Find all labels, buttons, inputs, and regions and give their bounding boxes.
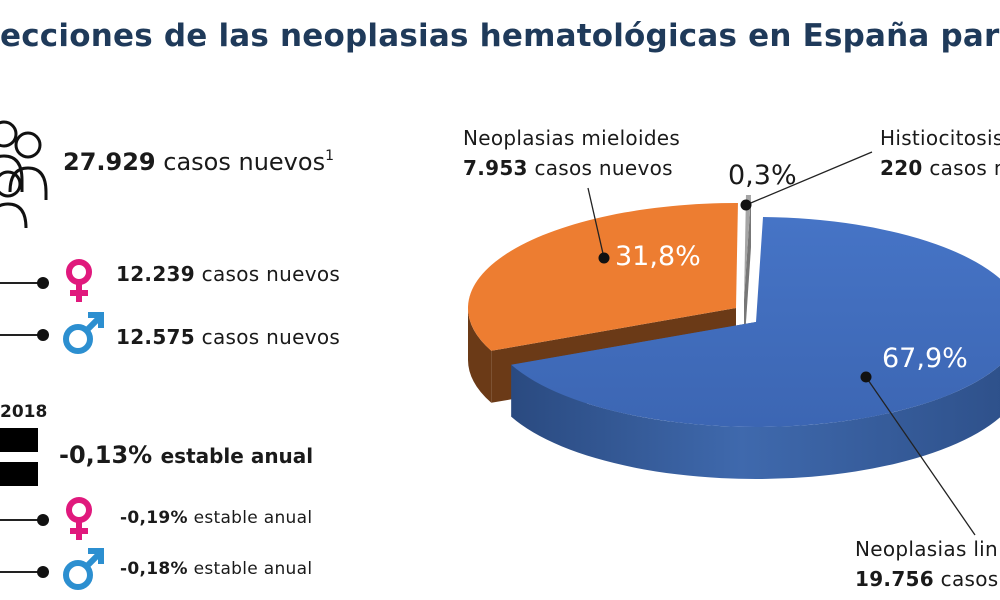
branch-dot-male-trend	[37, 566, 49, 578]
total-footnote: 1	[325, 148, 334, 164]
male-trend-text: estable anual	[193, 559, 313, 579]
equals-bar-top	[0, 428, 38, 452]
slice-cases-text-mieloides: casos nuevos	[534, 156, 673, 180]
leader-dot-mieloides	[598, 252, 610, 264]
male-symbol-icon	[63, 548, 104, 590]
total-new-cases: 27.929 casos nuevos1	[63, 148, 334, 176]
total-value: 27.929	[63, 148, 156, 176]
female-trend-text: estable anual	[193, 508, 313, 528]
slice-name-histiocitosis: Histiocitosis	[880, 126, 1000, 150]
slice-cases-text-linfoides: casos n	[940, 567, 1000, 591]
branch-dot-female	[37, 277, 49, 289]
male-new-cases: 12.575 casos nuevos	[116, 325, 340, 349]
branch-line-male-trend	[0, 571, 44, 573]
page-title: ecciones de las neoplasias hematológicas…	[0, 18, 1000, 54]
branch-line-female-trend	[0, 519, 44, 521]
slice-wall-histiocitosis	[744, 195, 752, 352]
female-trend: -0,19% estable anual	[120, 508, 312, 528]
slice-pct-linfoides: 67,9%	[882, 343, 968, 374]
pie-slice-linfoides	[511, 217, 1000, 427]
leader-line-histiocitosis	[745, 151, 873, 206]
trend-value: -0,13%	[59, 441, 153, 469]
leader-dot-histiocitosis	[740, 199, 752, 211]
leader-line-mieloides	[587, 187, 605, 259]
male-trend: -0,18% estable anual	[120, 559, 312, 579]
female-new-cases: 12.239 casos nuevos	[116, 262, 340, 286]
male-trend-value: -0,18%	[120, 559, 188, 579]
slice-cases-histiocitosis: 220	[880, 156, 923, 180]
leader-dot-linfoides	[860, 371, 872, 383]
branch-line-male	[0, 334, 44, 336]
slice-name-mieloides: Neoplasias mieloides	[463, 126, 681, 150]
slice-label-histiocitosis: Histiocitosis 220 casos n	[880, 123, 1000, 183]
female-symbol-icon	[66, 259, 92, 302]
female-cases-value: 12.239	[116, 262, 195, 286]
branch-line-female	[0, 282, 44, 284]
female-trend-value: -0,19%	[120, 508, 188, 528]
branch-dot-male	[37, 329, 49, 341]
slice-side-linfoides	[511, 364, 1000, 479]
male-symbol-icon	[63, 312, 104, 354]
slice-pct-histiocitosis: 0,3%	[728, 160, 797, 191]
slice-label-linfoides: Neoplasias lin 19.756 casos n	[855, 534, 1000, 594]
trend-text: estable anual	[160, 444, 314, 468]
people-group-icon	[0, 120, 48, 229]
slice-cases-mieloides: 7.953	[463, 156, 528, 180]
pie-slice-mieloides	[467, 203, 738, 351]
slice-pct-mieloides: 31,8%	[615, 241, 701, 272]
branch-dot-female-trend	[37, 514, 49, 526]
trend-overall: -0,13% estable anual	[59, 441, 313, 469]
equals-bar-bottom	[0, 462, 38, 486]
total-text: casos nuevos	[163, 148, 326, 176]
trend-year: 2018	[0, 402, 48, 422]
slice-name-linfoides: Neoplasias lin	[855, 537, 999, 561]
slice-label-mieloides: Neoplasias mieloides 7.953 casos nuevos	[463, 123, 680, 183]
slice-side-mieloides	[468, 308, 492, 403]
slice-cases-linfoides: 19.756	[855, 567, 934, 591]
female-symbol-icon	[66, 497, 92, 540]
male-cases-text: casos nuevos	[201, 325, 341, 349]
leader-line-linfoides	[865, 376, 976, 536]
female-cases-text: casos nuevos	[201, 262, 341, 286]
pie-slice-histiocitosis	[744, 195, 752, 300]
slice-cases-text-histiocitosis: casos n	[929, 156, 1000, 180]
male-cases-value: 12.575	[116, 325, 195, 349]
